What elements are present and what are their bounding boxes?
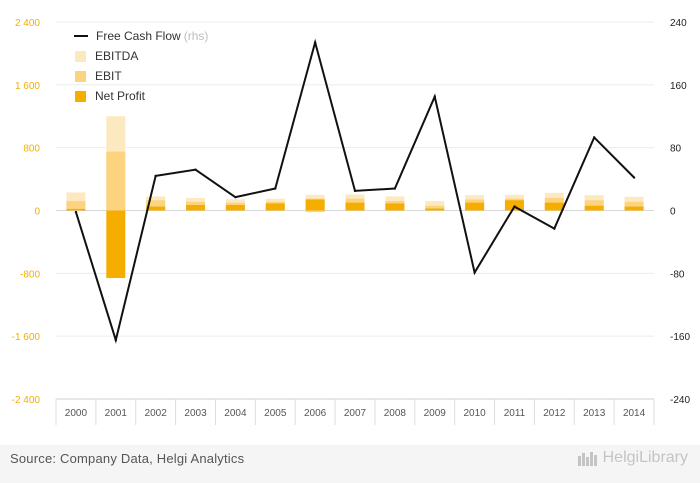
- x-tick-label: 2010: [463, 408, 486, 419]
- y-left-tick-label: -2 400: [12, 395, 41, 406]
- legend-swatch-ebitda: [75, 50, 86, 62]
- legend-item-fcf[interactable]: Free Cash Flow (rhs): [74, 26, 208, 46]
- y-left-tick-label: -1 600: [12, 332, 41, 343]
- y-right-tick-label: 160: [670, 81, 687, 92]
- x-tick-label: 2001: [105, 408, 128, 419]
- legend-swatch-ebit: [75, 70, 86, 82]
- legend-item-net-profit[interactable]: Net Profit: [74, 86, 208, 106]
- bar-ebit: [624, 201, 644, 211]
- brand-logo[interactable]: HelgiLibrary: [577, 449, 688, 467]
- bar-net-profit: [305, 199, 325, 211]
- x-tick-label: 2008: [384, 408, 407, 419]
- bar-net-profit: [385, 203, 405, 211]
- point-free-cash-flow: [114, 338, 118, 342]
- legend-label-ebit: EBIT: [95, 69, 122, 83]
- x-tick-label: 2013: [583, 408, 606, 419]
- point-free-cash-flow: [154, 174, 157, 178]
- legend-label-net-profit: Net Profit: [95, 89, 146, 103]
- x-tick-label: 2003: [184, 408, 207, 419]
- x-tick-label: 2011: [504, 408, 526, 419]
- bar-net-profit: [584, 205, 604, 211]
- bar-net-profit: [544, 202, 564, 211]
- point-free-cash-flow: [632, 176, 636, 179]
- x-tick-label: 2005: [264, 408, 287, 419]
- legend-swatch-net-profit: [75, 90, 86, 102]
- bar-net-profit: [106, 210, 126, 279]
- point-free-cash-flow: [593, 136, 596, 139]
- bar-ebit: [106, 151, 126, 211]
- x-tick-label: 2006: [304, 408, 327, 419]
- point-free-cash-flow: [353, 189, 357, 193]
- y-right-tick-label: 80: [670, 144, 682, 155]
- legend-item-ebitda[interactable]: EBITDA: [74, 46, 208, 66]
- y-left-tick-label: 1 600: [15, 81, 40, 92]
- y-left-tick-label: 800: [23, 144, 40, 155]
- y-right-tick-label: -80: [670, 269, 685, 280]
- legend-label-fcf: Free Cash Flow: [96, 29, 181, 43]
- legend-item-ebit[interactable]: EBIT: [74, 66, 208, 86]
- chart-area: 2 400 1 600 800 0 -800 -1 600 -2 400 240 160 80 0-…: [11, 18, 691, 425]
- brand-text: HelgiLibrary: [602, 449, 688, 466]
- x-tick-label: 2014: [623, 408, 646, 419]
- y-left-tick-label: 0: [34, 207, 40, 218]
- bar-net-profit: [265, 203, 285, 211]
- bar-net-profit: [186, 205, 206, 211]
- bar-net-profit: [146, 206, 166, 211]
- bar-net-profit: [66, 208, 86, 211]
- y-right-tick-label: 240: [670, 18, 687, 29]
- point-free-cash-flow: [74, 210, 78, 214]
- x-tick-label: 2012: [543, 408, 566, 419]
- bar-ebit: [425, 205, 445, 211]
- bar-net-profit: [624, 206, 644, 211]
- x-tick-label: 2002: [145, 408, 168, 419]
- y-right-tick-label: -240: [670, 395, 690, 406]
- footer: Source: Company Data, Helgi Analytics He…: [0, 445, 700, 483]
- point-free-cash-flow: [513, 205, 516, 208]
- x-tick-label: 2000: [65, 408, 88, 419]
- y-left-tick-label: 2 400: [15, 18, 40, 29]
- point-free-cash-flow: [433, 95, 436, 98]
- point-free-cash-flow: [313, 41, 317, 44]
- x-tick-label: 2004: [224, 408, 247, 419]
- y-right-tick-label: -160: [670, 332, 690, 343]
- y-left-tick-label: -800: [20, 269, 40, 280]
- legend-line-marker: [74, 35, 88, 37]
- bar-ebit: [66, 201, 86, 211]
- y-right-tick-label: 0: [670, 207, 676, 218]
- point-free-cash-flow: [274, 187, 277, 190]
- point-free-cash-flow: [473, 271, 476, 274]
- bar-net-profit: [425, 208, 445, 211]
- bar-net-profit: [465, 202, 485, 211]
- legend: Free Cash Flow (rhs) EBITDA EBIT Net Pro…: [74, 26, 208, 106]
- point-free-cash-flow: [393, 187, 397, 190]
- bar-ebit: [584, 200, 604, 211]
- legend-label-ebitda: EBITDA: [95, 49, 139, 63]
- point-free-cash-flow: [234, 195, 237, 199]
- legend-label-rhs: (rhs): [183, 29, 209, 43]
- bar-ebit: [146, 200, 166, 211]
- x-tick-label: 2009: [424, 408, 447, 419]
- source-text: Source: Company Data, Helgi Analytics: [10, 451, 245, 466]
- library-icon: [577, 452, 597, 466]
- x-tick-label: 2007: [344, 408, 367, 419]
- point-free-cash-flow: [553, 227, 556, 230]
- bar-net-profit: [225, 205, 245, 211]
- point-free-cash-flow: [194, 168, 197, 171]
- bar-net-profit: [345, 202, 365, 211]
- bar-ebit-negative: [305, 210, 325, 213]
